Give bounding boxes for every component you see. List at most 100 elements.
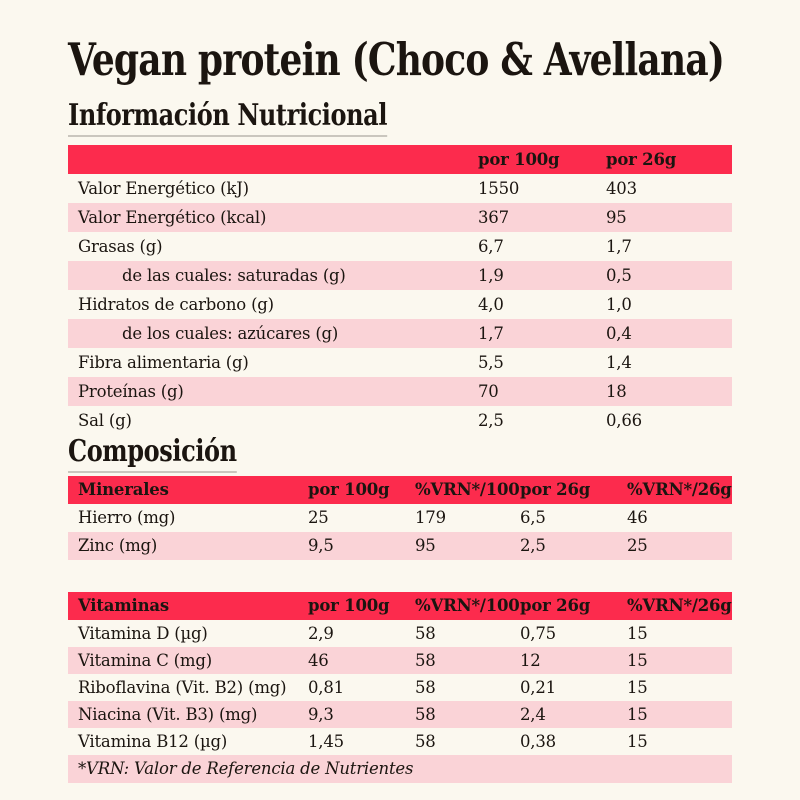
header-cell-per100g: por 100g — [308, 480, 390, 500]
product-title: Vegan protein (Choco & Avellana) — [68, 0, 732, 86]
cell-per100g: 4,0 — [478, 294, 504, 314]
cell-vrn100g: 179 — [415, 508, 446, 528]
cell-vrn100g: 95 — [415, 536, 436, 556]
cell-vrn26g: 25 — [627, 536, 648, 556]
cell-label: Zinc (mg) — [78, 536, 158, 556]
header-cell-vrn26g: %VRN*/26g — [627, 480, 732, 500]
header-cell-per100g: por 100g — [478, 149, 560, 169]
cell-per26g: 2,4 — [520, 704, 546, 724]
header-cell-per26g: por 26g — [520, 596, 591, 616]
table-row: Vitamina B12 (µg) 1,45 58 0,38 15 — [68, 728, 732, 755]
cell-per100g: 9,3 — [308, 704, 334, 724]
table-row: Riboflavina (Vit. B2) (mg) 0,81 58 0,21 … — [68, 674, 732, 701]
cell-per26g: 12 — [520, 650, 541, 670]
cell-per100g: 9,5 — [308, 536, 334, 556]
table-row: Proteínas (g) 70 18 — [68, 376, 732, 406]
table-row: Zinc (mg) 9,5 95 2,5 25 — [68, 531, 732, 560]
cell-per100g: 1,7 — [478, 323, 504, 343]
cell-vrn100g: 58 — [415, 731, 436, 751]
cell-label: Vitamina D (µg) — [78, 623, 208, 643]
minerals-table-header-row: Minerales por 100g %VRN*/100g por 26g %V… — [68, 475, 732, 504]
composition-heading-text: Composición — [68, 435, 237, 473]
cell-per26g: 0,66 — [606, 410, 642, 430]
table-row: Valor Energético (kcal) 367 95 — [68, 202, 732, 232]
header-cell-vrn100g: %VRN*/100g — [415, 596, 520, 616]
table-row-indented: de los cuales: azúcares (g) 1,7 0,4 — [68, 318, 732, 348]
nutrition-heading: Información Nutricional — [68, 99, 732, 137]
header-cell-minerals: Minerales — [78, 480, 169, 500]
cell-label: Vitamina C (mg) — [78, 650, 212, 670]
header-cell-vitamins: Vitaminas — [78, 596, 169, 616]
cell-per26g: 6,5 — [520, 508, 546, 528]
cell-per26g: 1,0 — [606, 294, 632, 314]
cell-per26g: 0,5 — [606, 265, 632, 285]
table-row: Hidratos de carbono (g) 4,0 1,0 — [68, 290, 732, 319]
cell-label: Hidratos de carbono (g) — [78, 294, 274, 314]
cell-per100g: 1,9 — [478, 265, 504, 285]
header-cell-vrn26g: %VRN*/26g — [627, 596, 732, 616]
cell-per26g: 95 — [606, 207, 627, 227]
cell-vrn26g: 46 — [627, 508, 648, 528]
cell-vrn26g: 15 — [627, 650, 648, 670]
header-cell-per26g: por 26g — [520, 480, 591, 500]
table-row: Vitamina D (µg) 2,9 58 0,75 15 — [68, 620, 732, 647]
table-row: Fibra alimentaria (g) 5,5 1,4 — [68, 348, 732, 377]
cell-label: Sal (g) — [78, 410, 132, 430]
cell-per100g: 5,5 — [478, 352, 504, 372]
cell-label: de los cuales: azúcares (g) — [122, 323, 339, 343]
cell-label: Grasas (g) — [78, 236, 163, 256]
cell-label: Riboflavina (Vit. B2) (mg) — [78, 677, 287, 697]
vrn-footnote-row: *VRN: Valor de Referencia de Nutrientes — [68, 754, 732, 783]
table-row-indented: de las cuales: saturadas (g) 1,9 0,5 — [68, 260, 732, 290]
cell-label: Proteínas (g) — [78, 381, 184, 401]
composition-heading: Composición — [68, 435, 732, 473]
cell-label: Valor Energético (kcal) — [78, 207, 267, 227]
cell-per100g: 2,9 — [308, 623, 334, 643]
table-row: Vitamina C (mg) 46 58 12 15 — [68, 646, 732, 674]
vitamins-table: Vitaminas por 100g %VRN*/100g por 26g %V… — [68, 591, 732, 783]
cell-vrn100g: 58 — [415, 623, 436, 643]
cell-label: Niacina (Vit. B3) (mg) — [78, 704, 258, 724]
cell-per26g: 0,75 — [520, 623, 556, 643]
table-row: Niacina (Vit. B3) (mg) 9,3 58 2,4 15 — [68, 700, 732, 728]
cell-label: Hierro (mg) — [78, 508, 176, 528]
nutrition-heading-text: Información Nutricional — [68, 99, 387, 137]
minerals-table: Minerales por 100g %VRN*/100g por 26g %V… — [68, 475, 732, 560]
header-cell-vrn100g: %VRN*/100g — [415, 480, 520, 500]
nutrition-table-header-row: por 100g por 26g — [68, 144, 732, 174]
cell-vrn100g: 58 — [415, 704, 436, 724]
cell-per26g: 1,4 — [606, 352, 632, 372]
table-row: Hierro (mg) 25 179 6,5 46 — [68, 504, 732, 532]
cell-per100g: 46 — [308, 650, 329, 670]
cell-label: Fibra alimentaria (g) — [78, 352, 249, 372]
cell-per26g: 2,5 — [520, 536, 546, 556]
cell-vrn100g: 58 — [415, 650, 436, 670]
vrn-footnote-text: *VRN: Valor de Referencia de Nutrientes — [78, 759, 414, 779]
header-cell-per100g: por 100g — [308, 596, 390, 616]
cell-vrn100g: 58 — [415, 677, 436, 697]
cell-per100g: 1,45 — [308, 731, 344, 751]
cell-per26g: 403 — [606, 178, 637, 198]
cell-per26g: 18 — [606, 381, 627, 401]
cell-per100g: 6,7 — [478, 236, 504, 256]
nutrition-table: por 100g por 26g Valor Energético (kJ) 1… — [68, 144, 732, 435]
cell-vrn26g: 15 — [627, 623, 648, 643]
cell-per100g: 70 — [478, 381, 499, 401]
cell-label: Vitamina B12 (µg) — [78, 731, 228, 751]
cell-per26g: 0,38 — [520, 731, 556, 751]
cell-label: de las cuales: saturadas (g) — [122, 265, 346, 285]
header-cell-per26g: por 26g — [606, 149, 677, 169]
cell-per100g: 2,5 — [478, 410, 504, 430]
table-row: Grasas (g) 6,7 1,7 — [68, 232, 732, 261]
table-row: Valor Energético (kJ) 1550 403 — [68, 174, 732, 203]
vitamins-table-header-row: Vitaminas por 100g %VRN*/100g por 26g %V… — [68, 591, 732, 620]
cell-per100g: 367 — [478, 207, 509, 227]
table-row: Sal (g) 2,5 0,66 — [68, 406, 732, 435]
cell-label: Valor Energético (kJ) — [78, 178, 249, 198]
cell-vrn26g: 15 — [627, 677, 648, 697]
cell-per100g: 1550 — [478, 178, 520, 198]
cell-per26g: 1,7 — [606, 236, 632, 256]
product-title-text: Vegan protein (Choco & Avellana) — [68, 33, 725, 86]
cell-per26g: 0,21 — [520, 677, 556, 697]
